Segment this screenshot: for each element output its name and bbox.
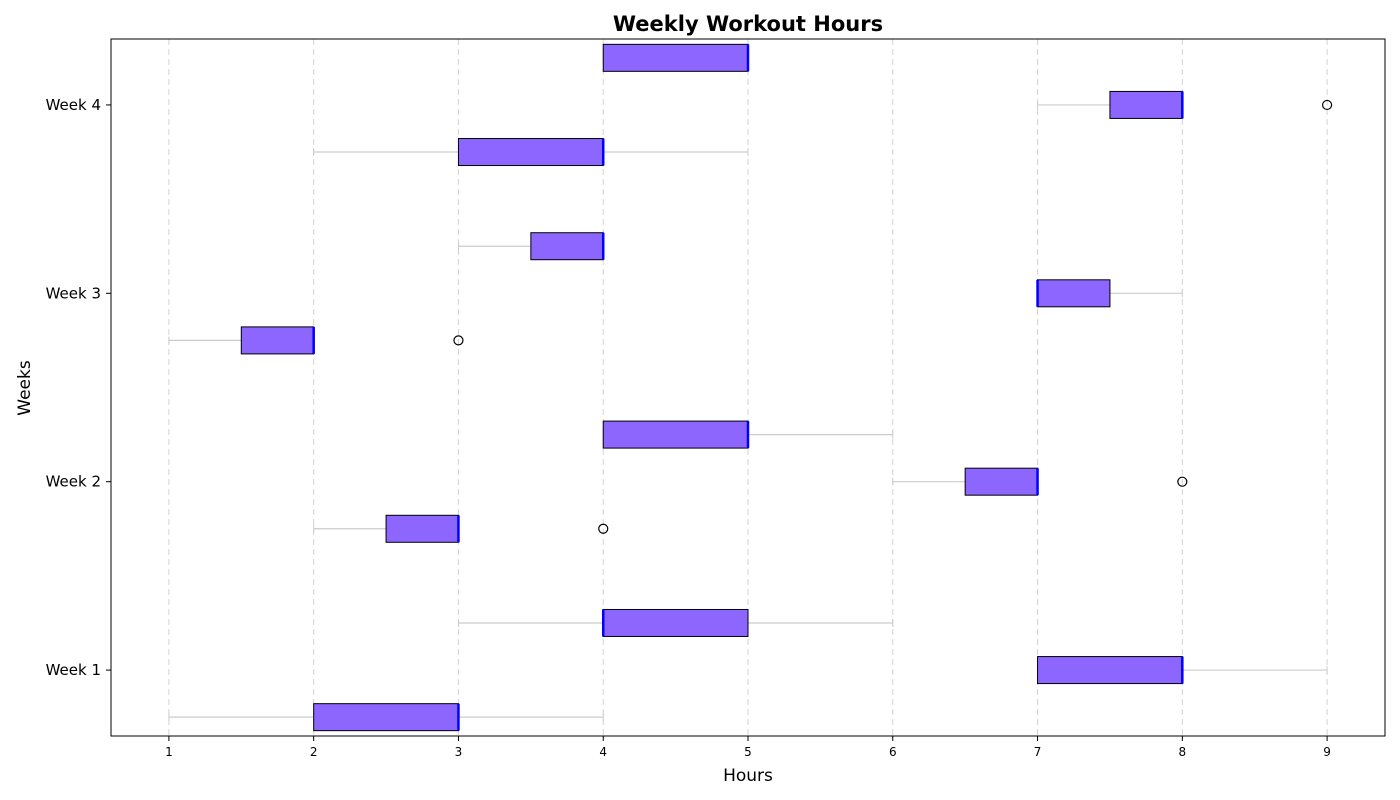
x-axis-label: Hours: [723, 766, 773, 786]
outlier-point: [1177, 476, 1188, 487]
box: [240, 326, 315, 355]
x-tick-label: 7: [1034, 745, 1042, 759]
x-tick-label: 8: [1178, 745, 1186, 759]
outlier-point: [453, 335, 464, 346]
x-tick-label: 1: [165, 745, 173, 759]
box: [1037, 279, 1111, 308]
box: [1109, 90, 1183, 119]
x-tick-label: 6: [889, 745, 897, 759]
box: [385, 514, 459, 543]
box: [530, 232, 604, 261]
box: [602, 608, 749, 637]
outlier-point: [598, 523, 609, 534]
x-axis: 1 2 3 4 5 6 7 8 9: [165, 736, 1331, 759]
box: [1037, 656, 1183, 685]
y-tick-label: Week 3: [46, 284, 101, 302]
x-tick-label: 9: [1323, 745, 1331, 759]
x-tick-label: 4: [599, 745, 607, 759]
x-tick-label: 5: [744, 745, 752, 759]
y-tick-label: Week 2: [46, 473, 101, 491]
outliers: [453, 99, 1333, 534]
box: [964, 467, 1039, 496]
box: [602, 43, 749, 72]
box: [457, 138, 604, 167]
y-tick-label: Week 4: [46, 96, 101, 114]
medians: [312, 44, 1184, 731]
chart-title: Weekly Workout Hours: [613, 12, 883, 36]
y-tick-label: Week 1: [46, 661, 101, 679]
x-tick-label: 2: [310, 745, 318, 759]
outlier-point: [1321, 99, 1333, 111]
box: [313, 703, 459, 732]
x-tick-label: 3: [455, 745, 463, 759]
box: [602, 420, 749, 449]
y-axis: Week 1 Week 2 Week 3 Week 4: [46, 96, 111, 679]
boxes: [240, 43, 1183, 732]
y-axis-label: Weeks: [15, 360, 35, 416]
